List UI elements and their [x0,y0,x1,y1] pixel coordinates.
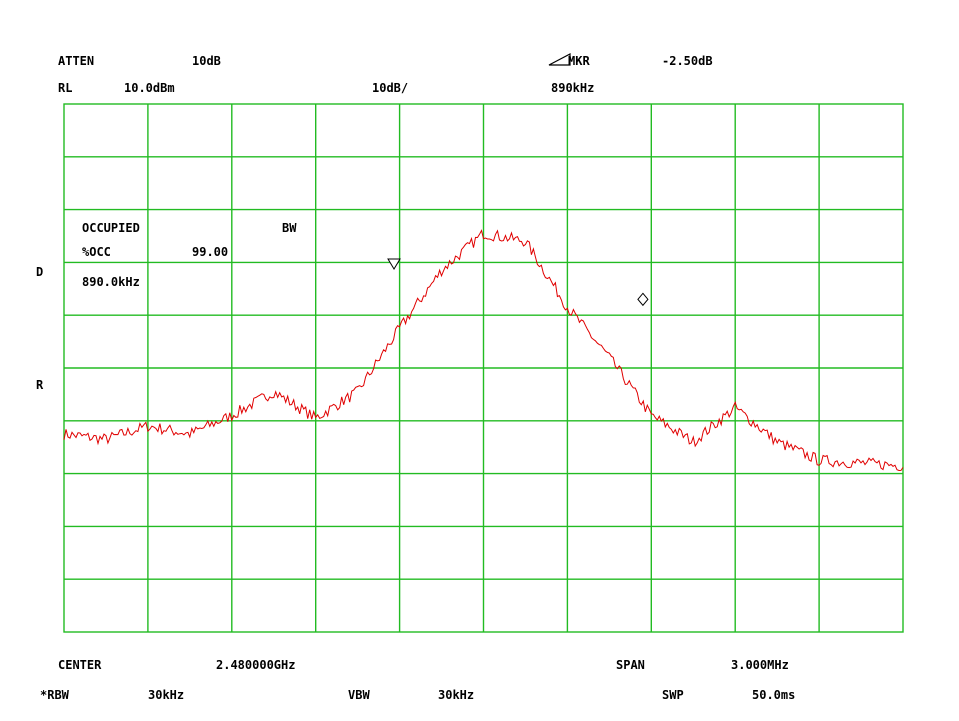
occupied-label: OCCUPIED [82,221,140,235]
span-value: 3.000MHz [731,658,789,672]
mkr-label: MKR [568,54,590,68]
span-label: SPAN [616,658,645,672]
swp-value: 50.0ms [752,688,796,702]
vbw-value: 30kHz [438,688,475,702]
occupied-bw-value: 890.0kHz [82,275,140,289]
occ-percent-label: %OCC [82,245,111,259]
trace-line [63,229,904,472]
marker-triangle-icon [387,258,401,271]
side-label-r: R [36,378,44,392]
grid [63,103,904,633]
atten-value: 10dB [192,54,221,68]
scale-label: 10dB/ [372,81,409,95]
mkr-freq: 890kHz [551,81,595,95]
center-value: 2.480000GHz [216,658,296,672]
vbw-label: VBW [348,688,370,702]
rl-value: 10.0dBm [124,81,175,95]
center-label: CENTER [58,658,102,672]
rbw-value: 30kHz [148,688,185,702]
rbw-label: *RBW [40,688,69,702]
rl-label: RL [58,81,73,95]
markers [387,258,649,307]
swp-label: SWP [662,688,684,702]
mkr-value: -2.50dB [662,54,713,68]
occ-percent-value: 99.00 [192,245,229,259]
marker-diamond-icon [637,292,649,307]
side-label-d: D [36,265,44,279]
delta-icon [548,53,571,66]
atten-label: ATTEN [58,54,95,68]
bw-label: BW [282,221,297,235]
